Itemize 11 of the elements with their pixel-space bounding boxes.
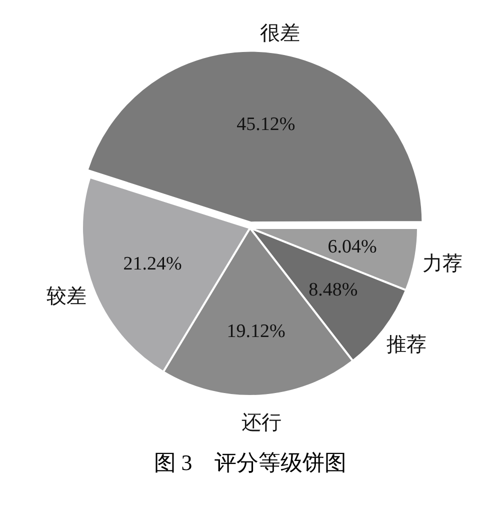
caption: 图 3 评分等级饼图: [152, 449, 348, 477]
slice-label: 很差: [260, 22, 300, 45]
slice-label: 较差: [46, 285, 87, 308]
data-label: 21.24%: [123, 254, 182, 275]
data-label: 19.12%: [226, 320, 286, 342]
data-label: 6.04%: [328, 236, 377, 258]
slice-label: 力荐: [422, 253, 462, 276]
data-label: 8.48%: [308, 280, 358, 301]
data-label: 45.12%: [236, 114, 296, 136]
slice-label: 推荐: [386, 334, 427, 356]
slice-label: 还行: [241, 412, 282, 434]
